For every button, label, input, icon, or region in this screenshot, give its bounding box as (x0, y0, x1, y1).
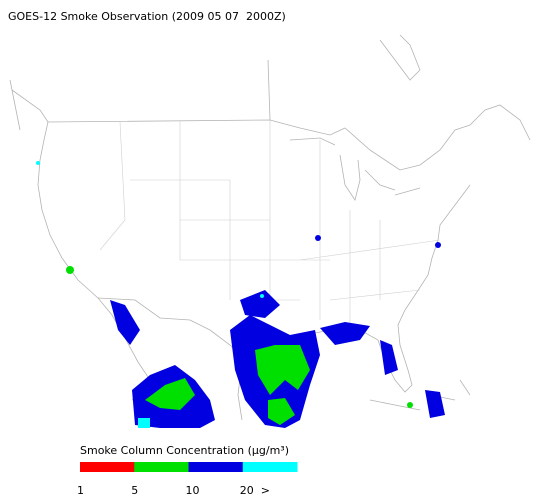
legend-swatch (134, 462, 189, 472)
smoke-area (36, 161, 40, 165)
legend-swatch (80, 462, 135, 472)
smoke-area (145, 378, 195, 410)
smoke-area (435, 242, 441, 248)
smoke-area (110, 300, 140, 345)
legend-label: 20 (240, 484, 254, 497)
coastline (11, 89, 151, 401)
canada (9, 34, 421, 131)
smoke-area (268, 398, 295, 425)
legend-swatch (188, 462, 244, 472)
legend-swatch (242, 462, 298, 472)
legend-label: 1 (77, 484, 84, 497)
legend-label: > (261, 484, 270, 497)
smoke-area (255, 345, 310, 395)
north-border (47, 104, 531, 171)
smoke-area (260, 294, 264, 298)
smoke (36, 161, 445, 428)
legend-label: 5 (131, 484, 138, 497)
smoke-area (240, 290, 280, 318)
smoke-area (407, 402, 413, 408)
mexico-border (97, 297, 246, 361)
smoke-area (320, 322, 370, 345)
smoke-area (138, 418, 150, 428)
smoke-area (66, 266, 74, 274)
legend-title: Smoke Column Concentration (μg/m³) (80, 444, 289, 457)
state-lines (99, 120, 441, 330)
smoke-area (425, 390, 445, 418)
legend: 1 5 10 20 > (77, 462, 298, 497)
smoke-area (380, 340, 398, 375)
smoke-area (315, 235, 321, 241)
map-title: GOES-12 Smoke Observation (2009 05 07 20… (8, 10, 286, 23)
lakes (289, 137, 421, 201)
caribbean (369, 379, 471, 411)
legend-label: 10 (186, 484, 200, 497)
